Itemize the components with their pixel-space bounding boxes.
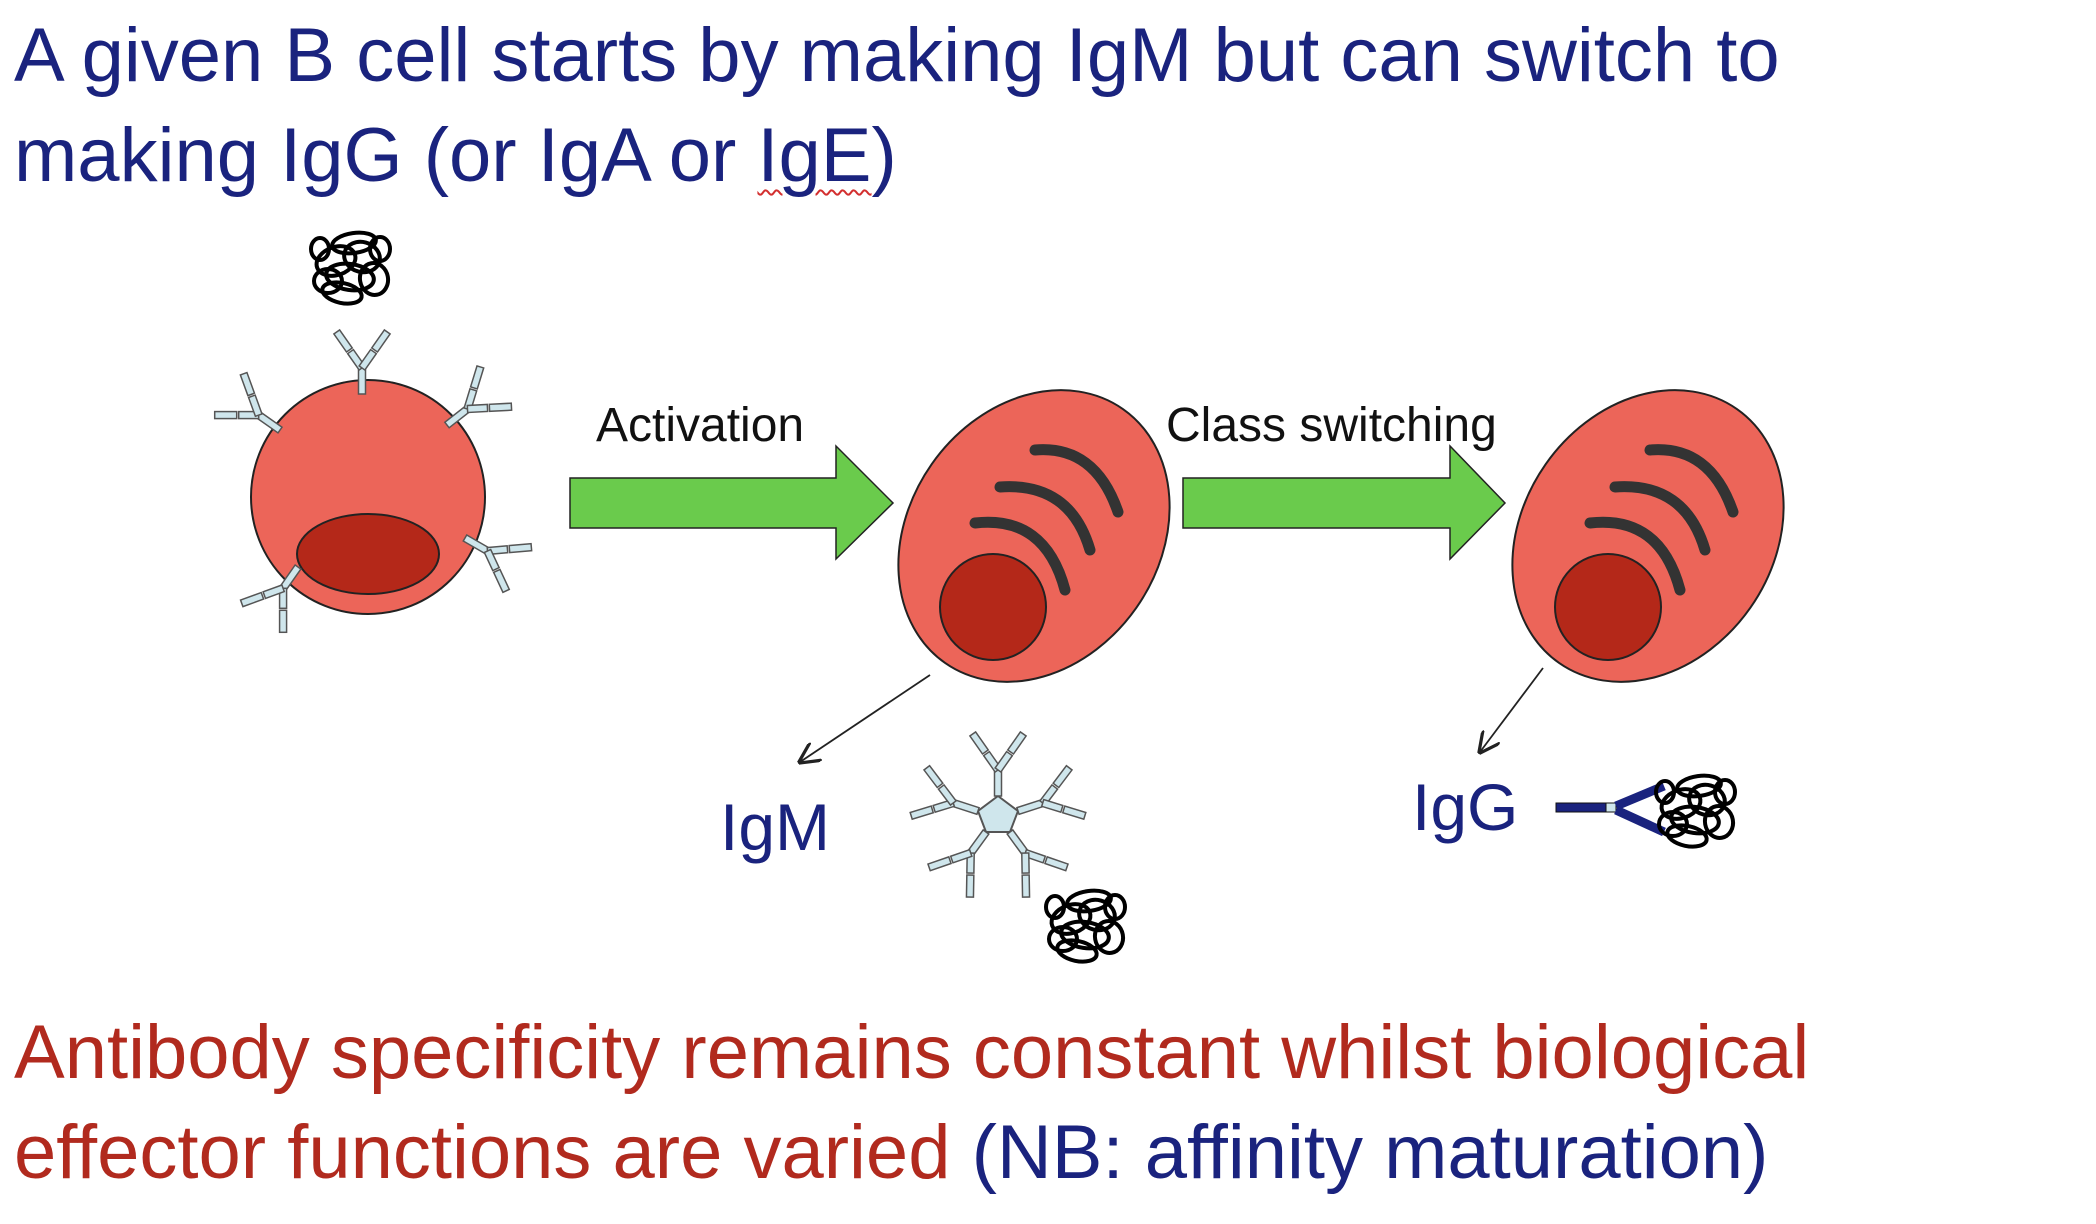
igm-bound-antigen-icon — [1044, 886, 1128, 967]
footer-line-1: Antibody specificity remains constant wh… — [14, 1010, 1810, 1095]
plasma-cell-igm — [897, 389, 1171, 683]
igg-antibody — [1555, 781, 1666, 837]
title-line-2-ige: IgE — [757, 113, 872, 198]
activation-arrow — [569, 444, 895, 561]
footer-line-2-blue: (NB: affinity maturation) — [971, 1110, 1769, 1195]
igm-pointer-arrow — [800, 674, 931, 762]
title-line-2-end: ) — [871, 113, 897, 198]
naive-b-cell — [250, 379, 486, 615]
class-switching-arrow — [1182, 444, 1507, 561]
footer-line-2-red: effector functions are varied — [14, 1110, 972, 1195]
igg-pointer-arrow — [1480, 667, 1544, 752]
igg-bound-antigen-icon — [1654, 771, 1738, 852]
title-line-1: A given B cell starts by making IgM but … — [14, 13, 1780, 98]
slide-title: A given B cell starts by making IgM but … — [14, 6, 2074, 206]
igm-label: IgM — [720, 790, 830, 864]
activation-label: Activation — [596, 399, 804, 452]
slide-footer: Antibody specificity remains constant wh… — [14, 1003, 2074, 1203]
igg-label: IgG — [1412, 770, 1518, 844]
antigen-icon — [309, 228, 393, 309]
igm-pentamer — [907, 731, 1089, 902]
class-switching-label: Class switching — [1166, 399, 1497, 452]
plasma-cell-igg — [1511, 389, 1785, 683]
title-line-2-start: making IgG (or IgA or — [14, 113, 758, 198]
